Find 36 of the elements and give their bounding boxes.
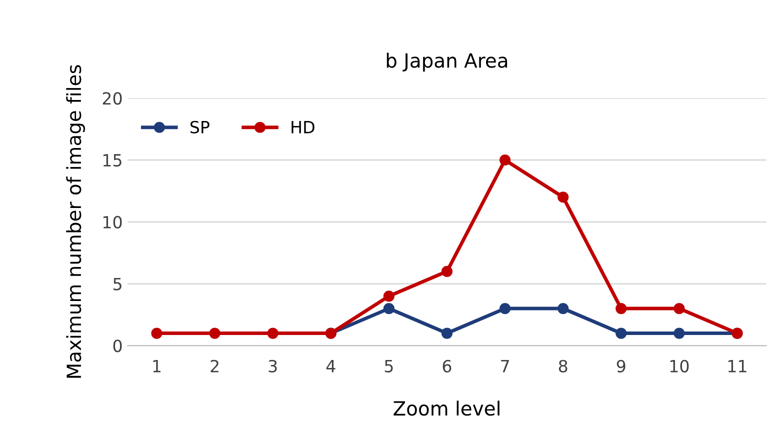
point <box>616 302 627 314</box>
point <box>674 302 685 314</box>
x-tick-label: 6 <box>442 360 452 372</box>
x-tick-label: 4 <box>326 360 336 372</box>
legend-label: SP <box>190 120 210 134</box>
y-axis-title: Maximum number of image files <box>66 65 85 378</box>
y-tick-label: 0 <box>113 340 122 352</box>
x-tick-label: 9 <box>616 360 626 372</box>
point <box>441 328 453 339</box>
x-tick-label: 1 <box>153 360 160 372</box>
x-tick-label: 3 <box>268 360 277 372</box>
x-tick-label: 11 <box>728 360 746 372</box>
x-tick-label: 5 <box>384 360 393 372</box>
point <box>441 266 453 277</box>
point <box>499 302 511 314</box>
y-tick-label: 20 <box>102 92 122 105</box>
point <box>616 328 627 339</box>
point <box>558 302 569 314</box>
point <box>499 154 511 166</box>
y-tick-label: 15 <box>103 154 122 167</box>
point <box>383 290 394 302</box>
x-axis-title: Zoom level <box>394 400 500 416</box>
y-tick-label: 5 <box>114 278 122 290</box>
chart-title: b Japan Area <box>386 52 508 72</box>
x-tick-label: 7 <box>501 360 509 372</box>
x-tick-label: 2 <box>210 360 218 372</box>
point <box>151 328 162 339</box>
x-tick-label: 8 <box>558 360 568 372</box>
point <box>674 328 685 339</box>
point <box>209 328 220 339</box>
point <box>558 192 569 203</box>
y-tick-label: 10 <box>103 216 122 228</box>
point <box>267 328 278 339</box>
legend-label: HD <box>292 121 314 134</box>
x-tick-label: 10 <box>670 360 689 372</box>
point <box>383 302 394 314</box>
